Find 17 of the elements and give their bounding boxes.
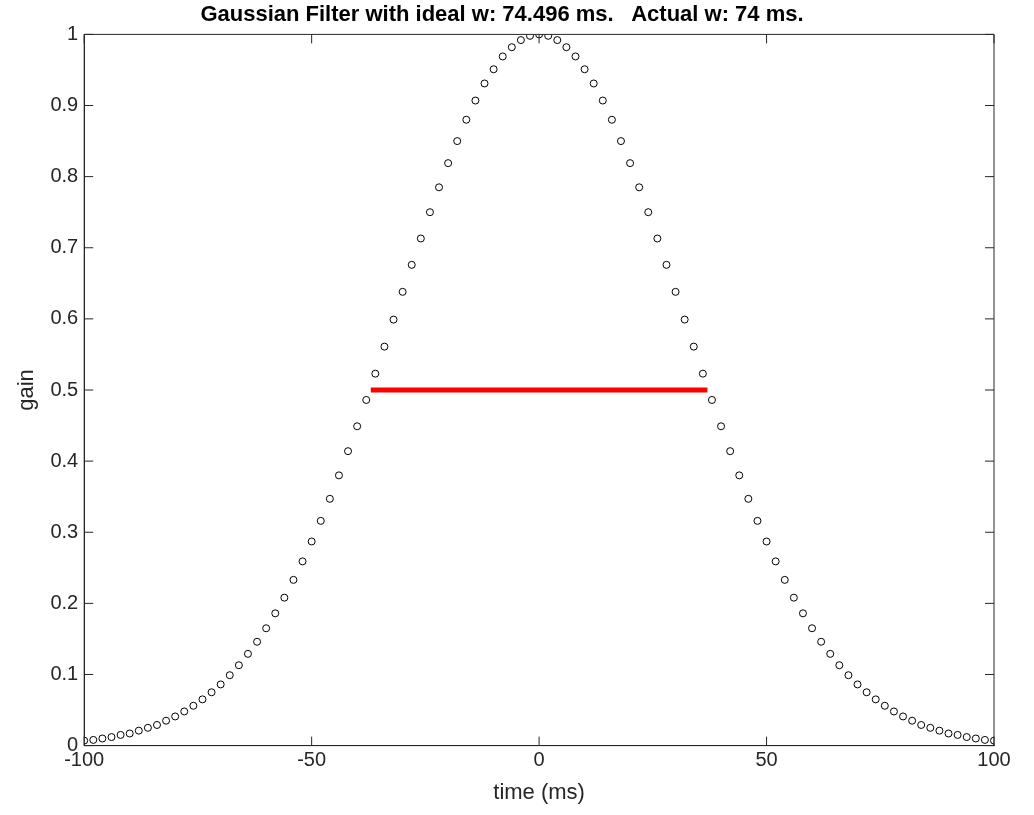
y-axis-title: gain [13,369,39,411]
y-tick-label: 0.4 [50,448,79,471]
x-tick-label: 100 [977,748,1011,771]
y-tick-label: 0.6 [50,306,79,329]
x-tick-label: 0 [533,748,545,771]
y-tick-label: 0.8 [50,164,79,187]
y-tick-label: 0.7 [50,235,79,258]
y-tick-label: 0.9 [50,93,79,116]
x-tick-label: 50 [755,748,778,771]
y-tick-label: 0.2 [50,590,79,613]
x-axis-title: time (ms) [493,778,585,804]
y-tick-label: 1 [67,21,79,44]
y-tick-label: 0.5 [50,377,79,400]
y-tick-label: 0.3 [50,519,79,542]
y-tick-label: 0.1 [50,662,79,684]
chart-title: Gaussian Filter with ideal w: 74.496 ms. Actual w: 74 ms. [200,1,804,27]
x-tick-label: -50 [297,748,327,771]
